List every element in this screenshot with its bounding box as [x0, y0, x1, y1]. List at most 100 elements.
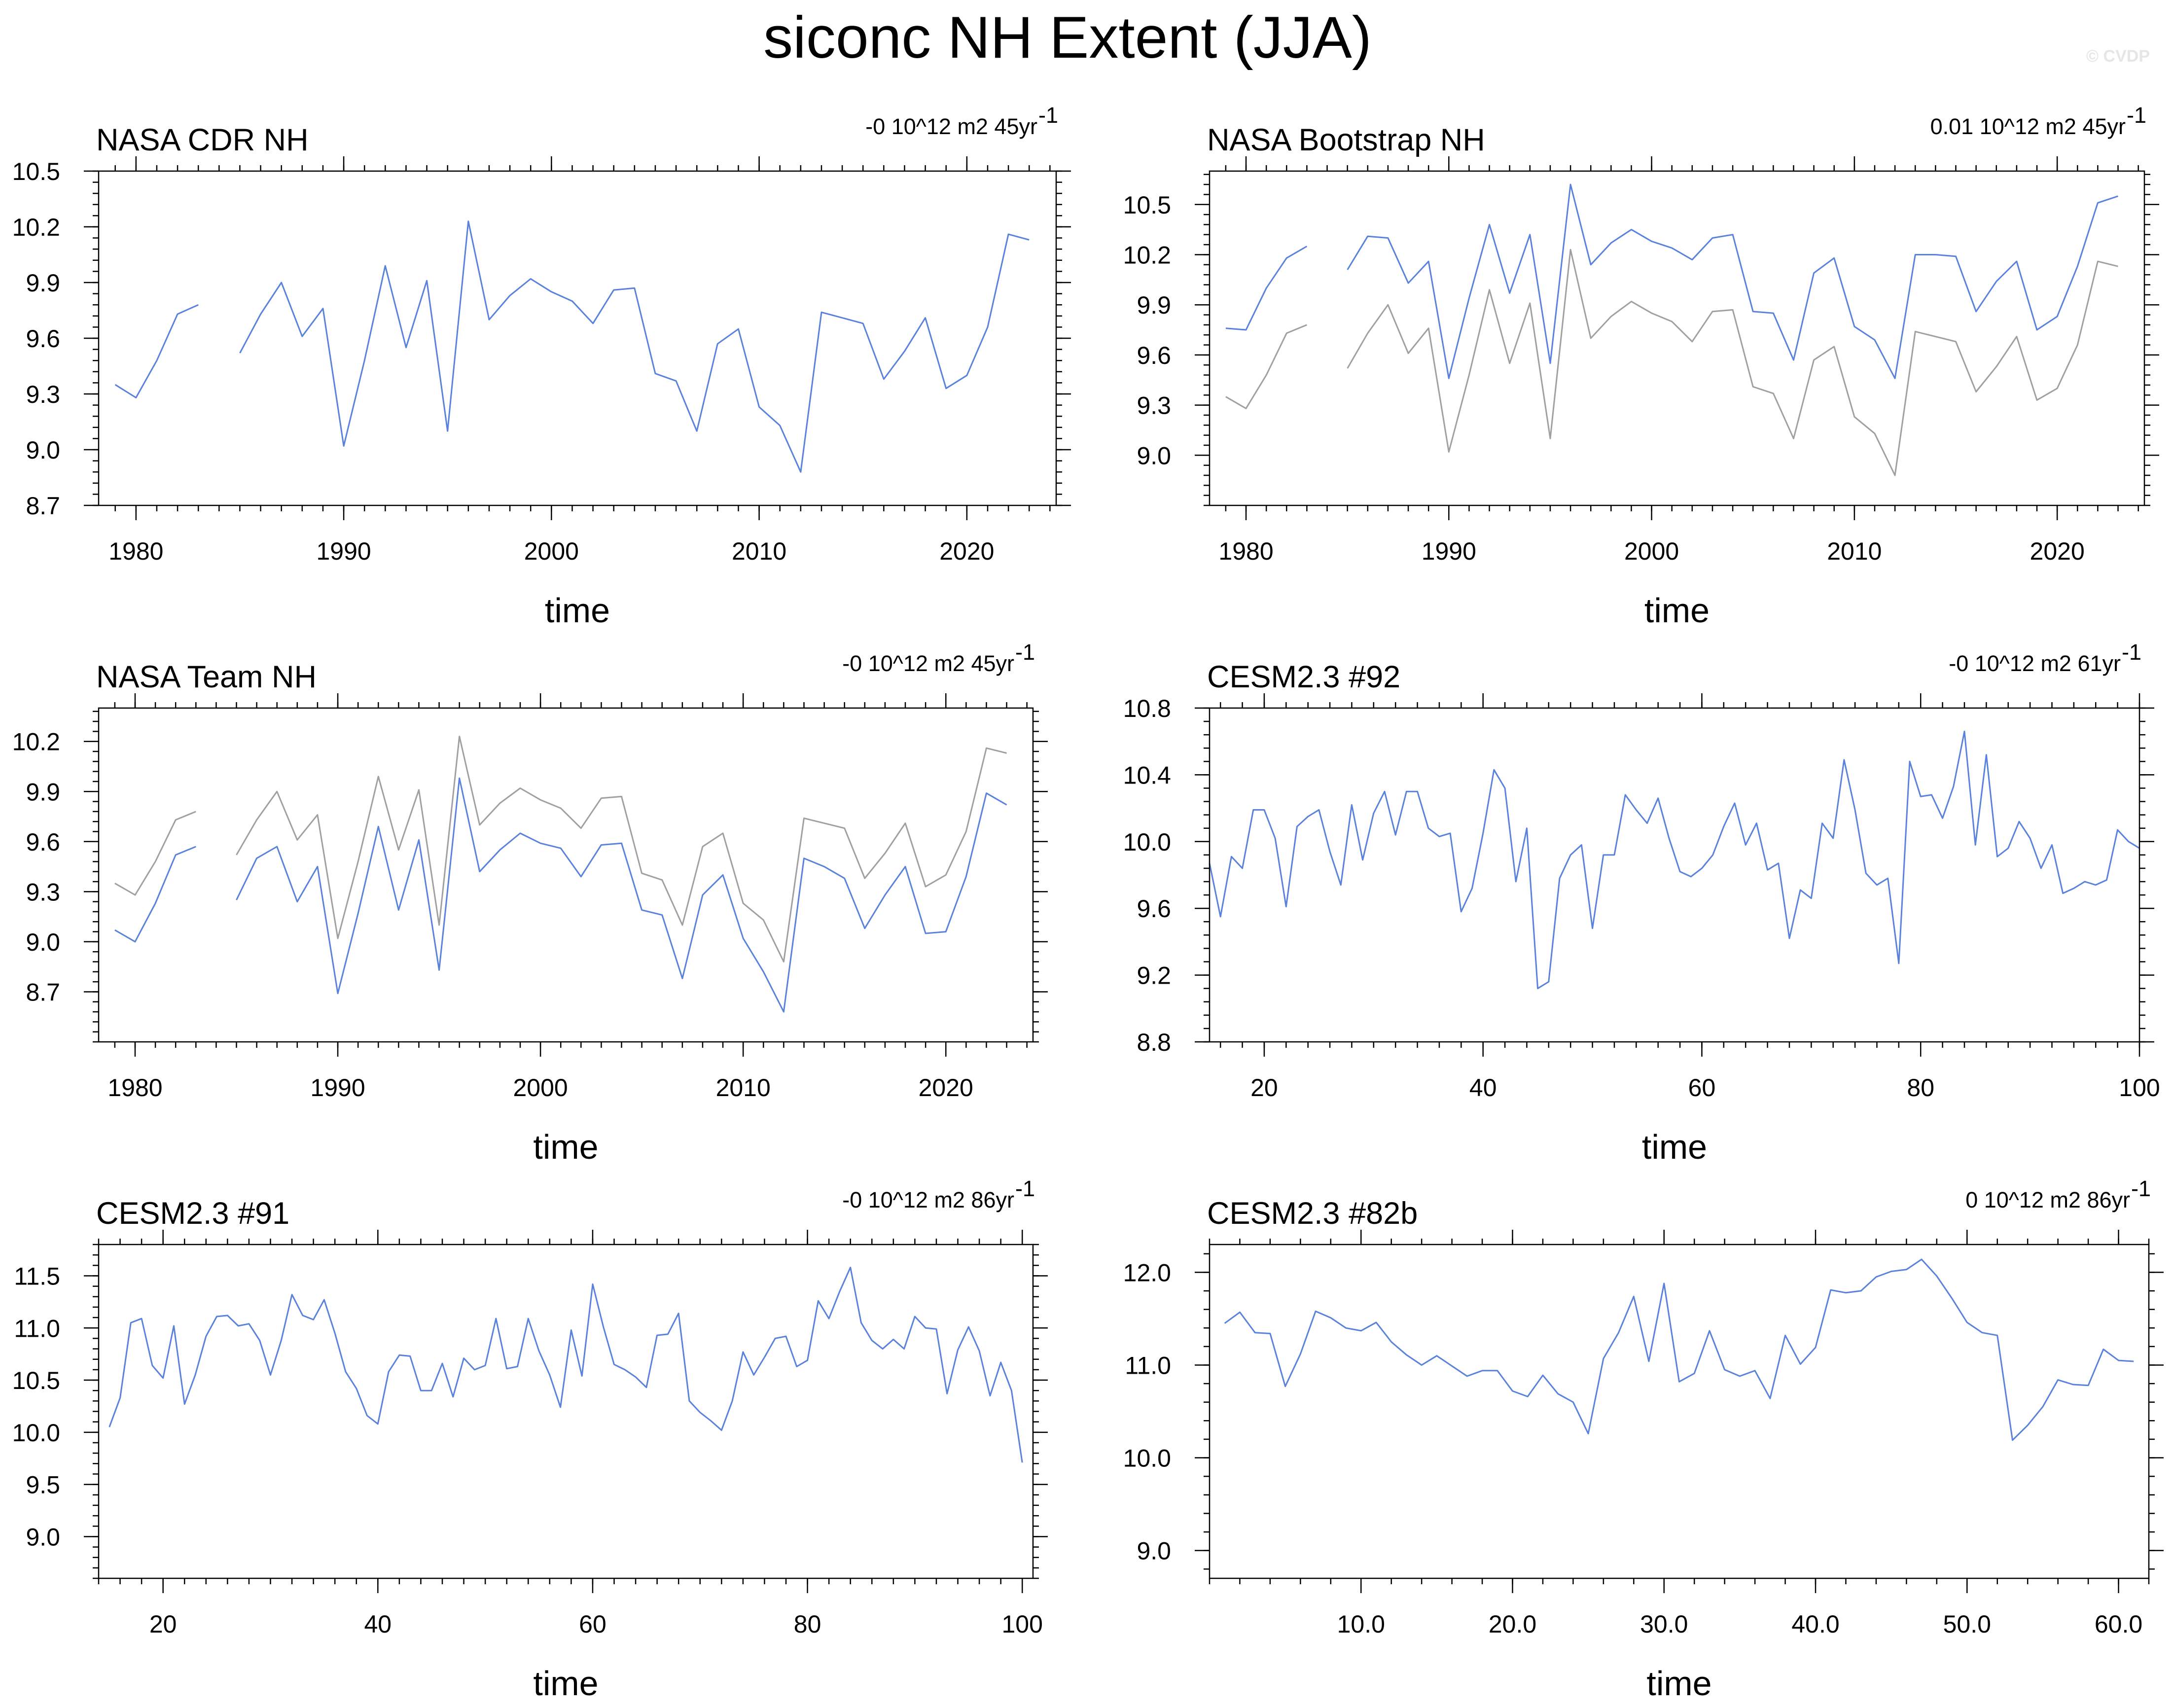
x-tick-label: 1990 [310, 1074, 365, 1102]
series-line-primary [1347, 183, 2118, 379]
series-line-primary [114, 846, 196, 943]
x-tick-label: 80 [1907, 1074, 1934, 1102]
x-tick-label: 1980 [1218, 537, 1273, 565]
plot-frame [98, 1244, 1034, 1579]
series-line-primary [1209, 730, 2140, 990]
y-tick-label: 9.0 [1137, 442, 1171, 469]
panel-4: CESM2.3 #92 -0 10^12 m2 61yr -1 20 40 60 80 100… [1123, 640, 2160, 1166]
trend-label: -0 10^12 m2 61yr [1949, 651, 2121, 676]
panel-title: CESM2.3 #82b [1207, 1196, 1418, 1231]
plot-frame [1209, 170, 2145, 506]
y-tick-label: 9.3 [26, 381, 60, 408]
x-tick-label: 1980 [107, 1074, 162, 1102]
figure-title: siconc NH Extent (JJA) [763, 4, 1372, 71]
y-tick-label: 9.0 [26, 928, 60, 956]
x-tick-label: 2010 [732, 537, 786, 565]
y-tick-label: 9.9 [1137, 291, 1171, 319]
x-axis-label: time [533, 1128, 598, 1166]
x-tick-label: 2000 [1624, 537, 1679, 565]
panel-title: NASA CDR NH [96, 123, 309, 157]
x-tick-label: 40 [1469, 1074, 1497, 1102]
x-tick-label: 40.0 [1791, 1610, 1839, 1638]
series-line-primary [236, 777, 1007, 1013]
x-tick-label: 2000 [513, 1074, 568, 1102]
trend-label: -0 10^12 m2 86yr [842, 1187, 1014, 1212]
panel-5: CESM2.3 #91 -0 10^12 m2 86yr -1 20 40 60 80 100… [12, 1176, 1048, 1703]
plot-frame [98, 170, 1057, 506]
x-tick-label: 2010 [1827, 537, 1882, 565]
x-tick-label: 2000 [524, 537, 579, 565]
series-line-reference [1225, 324, 1307, 409]
y-tick-label: 10.2 [12, 728, 60, 756]
watermark: © CVDP [2086, 47, 2150, 66]
x-tick-label: 20 [149, 1610, 177, 1638]
series-line-primary [239, 220, 1030, 473]
panel-title: NASA Team NH [96, 660, 317, 694]
y-tick-label: 10.5 [1123, 191, 1171, 219]
x-tick-label: 60 [579, 1610, 606, 1638]
x-axis-label: time [1644, 591, 1710, 630]
plot-frame [1209, 1244, 2150, 1579]
series-line-reference [1347, 249, 2118, 476]
y-tick-label: 9.9 [26, 269, 60, 297]
y-tick-label: 10.0 [12, 1419, 60, 1447]
trend-superscript: -1 [1015, 1176, 1035, 1201]
x-tick-label: 100 [2119, 1074, 2160, 1102]
trend-label: -0 10^12 m2 45yr [842, 651, 1014, 676]
x-tick-label: 40 [364, 1610, 392, 1638]
x-tick-label: 1990 [316, 537, 371, 565]
series-line-reference [114, 811, 196, 896]
x-tick-label: 20 [1250, 1074, 1278, 1102]
y-tick-label: 12.0 [1123, 1259, 1171, 1286]
x-axis-label: time [1646, 1664, 1711, 1703]
x-tick-label: 2010 [716, 1074, 771, 1102]
panel-title: NASA Bootstrap NH [1207, 123, 1485, 157]
y-tick-label: 10.2 [1123, 242, 1171, 269]
trend-superscript: -1 [2122, 640, 2141, 665]
y-tick-label: 8.7 [26, 978, 60, 1006]
trend-superscript: -1 [2127, 103, 2146, 128]
x-tick-label: 1980 [108, 537, 163, 565]
y-tick-label: 9.0 [1137, 1537, 1171, 1565]
plot-frame [98, 707, 1034, 1043]
series-line-primary [108, 1267, 1023, 1463]
x-tick-label: 20.0 [1489, 1610, 1536, 1638]
trend-label: -0 10^12 m2 45yr [865, 114, 1037, 139]
y-tick-label: 10.0 [1123, 828, 1171, 856]
x-tick-label: 2020 [939, 537, 994, 565]
trend-label: 0 10^12 m2 86yr [1965, 1187, 2130, 1212]
y-tick-label: 9.6 [26, 325, 60, 353]
x-axis-label: time [545, 591, 610, 630]
y-tick-label: 9.6 [26, 828, 60, 856]
panel-1: NASA CDR NH -0 10^12 m2 45yr -1 1980 1990 200… [12, 103, 1071, 630]
y-tick-label: 11.0 [14, 1315, 60, 1342]
x-tick-label: 2020 [2030, 537, 2085, 565]
x-tick-label: 30.0 [1640, 1610, 1688, 1638]
x-tick-label: 80 [794, 1610, 821, 1638]
x-tick-label: 10.0 [1337, 1610, 1385, 1638]
y-tick-label: 9.6 [1137, 342, 1171, 369]
x-tick-label: 2020 [919, 1074, 973, 1102]
trend-superscript: -1 [1038, 103, 1058, 128]
y-tick-label: 9.9 [26, 778, 60, 806]
series-line-primary [1224, 1258, 2134, 1441]
panel-2: NASA Bootstrap NH 0.01 10^12 m2 45yr -1 198… [1123, 103, 2159, 630]
panel-6: CESM2.3 #82b 0 10^12 m2 86yr -1 10.0 20.0 30.… [1123, 1176, 2164, 1703]
trend-superscript: -1 [1015, 640, 1035, 665]
x-axis-label: time [533, 1664, 598, 1703]
y-tick-label: 11.5 [14, 1262, 60, 1290]
y-tick-label: 9.6 [1137, 895, 1171, 923]
y-tick-label: 9.0 [26, 1523, 60, 1551]
plot-frame [1209, 707, 2140, 1043]
x-tick-label: 60.0 [2095, 1610, 2142, 1638]
panel-3: NASA Team NH -0 10^12 m2 45yr -1 1980 1990 20… [12, 640, 1048, 1166]
y-tick-label: 11.0 [1125, 1352, 1171, 1379]
y-tick-label: 10.5 [12, 1367, 60, 1394]
y-tick-label: 9.3 [1137, 392, 1171, 420]
series-line-primary [1225, 246, 1308, 331]
y-tick-label: 9.3 [26, 878, 60, 906]
y-tick-label: 8.7 [26, 492, 60, 520]
trend-label: 0.01 10^12 m2 45yr [1930, 114, 2126, 139]
trend-superscript: -1 [2131, 1176, 2151, 1201]
